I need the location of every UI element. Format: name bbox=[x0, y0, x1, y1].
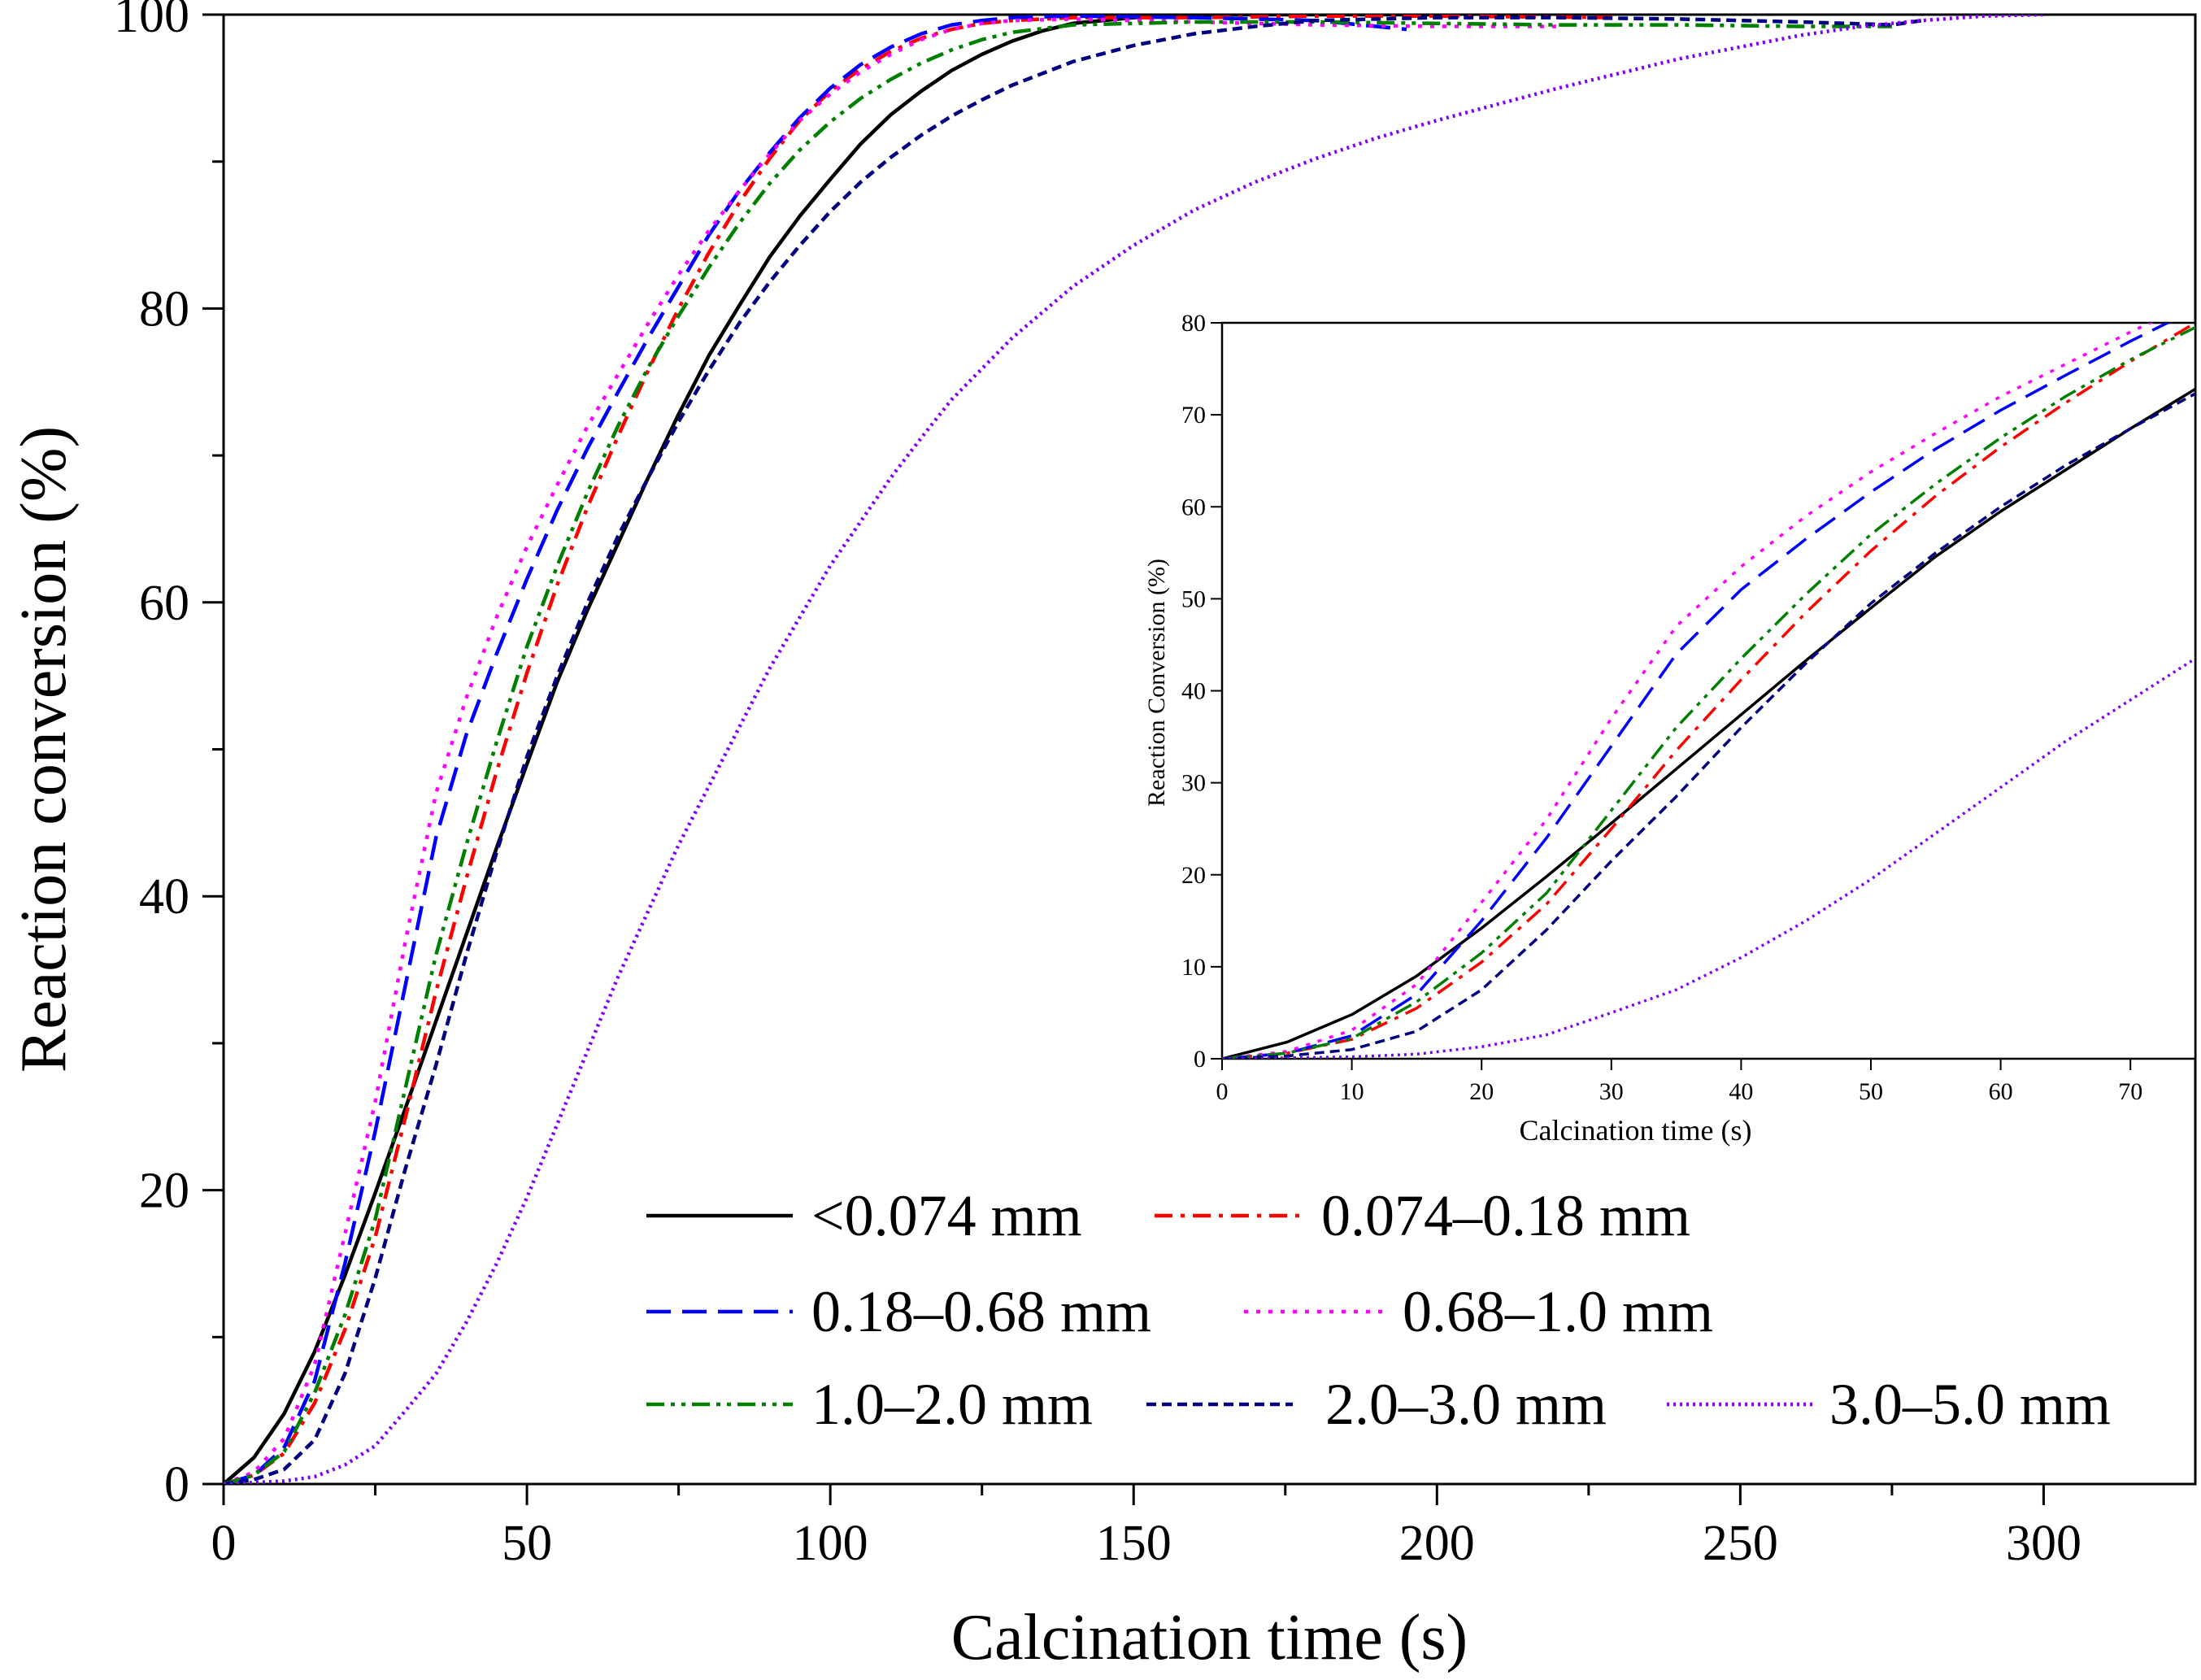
legend-label: 0.68–1.0 mm bbox=[1403, 1279, 1713, 1344]
y-tick-label: 80 bbox=[139, 281, 189, 337]
inset-y-tick-label: 40 bbox=[1181, 678, 1206, 705]
legend-label: 2.0–3.0 mm bbox=[1325, 1372, 1607, 1437]
legend-label: 3.0–5.0 mm bbox=[1829, 1372, 2111, 1437]
legend-label: <0.074 mm bbox=[811, 1183, 1082, 1248]
inset-y-tick-label: 70 bbox=[1181, 402, 1206, 429]
x-tick-label: 200 bbox=[1399, 1516, 1475, 1571]
inset-x-tick-label: 10 bbox=[1340, 1078, 1364, 1105]
inset-series-line bbox=[1222, 656, 2195, 1059]
inset-series-line bbox=[1222, 323, 2154, 1059]
inset-plot: 0 10 20 30 40 50 60 70 0 10 20 30 40 50 60 70 80 Calcinat… bbox=[1143, 310, 2197, 1147]
inset-y-tick-label: 50 bbox=[1181, 585, 1206, 612]
x-tick-label: 50 bbox=[502, 1516, 552, 1571]
y-tick-label: 0 bbox=[164, 1457, 189, 1512]
series-line bbox=[224, 20, 1892, 1484]
series-line bbox=[224, 15, 1620, 1484]
x-tick-label: 100 bbox=[793, 1516, 868, 1571]
inset-series-line bbox=[1222, 387, 2195, 1059]
inset-y-tick-label: 30 bbox=[1181, 770, 1206, 797]
inset-x-tick-label: 0 bbox=[1216, 1078, 1229, 1105]
y-axis-label: Reaction conversion (%) bbox=[8, 426, 80, 1073]
x-tick-label: 0 bbox=[211, 1516, 237, 1571]
inset-y-axis-label: Reaction Conversion (%) bbox=[1143, 559, 1170, 807]
inset-frame bbox=[1220, 321, 2197, 1060]
y-tick-label: 20 bbox=[139, 1164, 189, 1219]
inset-x-tick-label: 40 bbox=[1729, 1078, 1753, 1105]
legend-label: 0.074–0.18 mm bbox=[1321, 1183, 1690, 1248]
inset-x-tick-label: 20 bbox=[1469, 1078, 1494, 1105]
inset-x-tick-label: 30 bbox=[1599, 1078, 1624, 1105]
inset-y-tick-label: 80 bbox=[1181, 310, 1206, 337]
inset-x-axis-label: Calcination time (s) bbox=[1520, 1114, 1752, 1147]
legend-label: 1.0–2.0 mm bbox=[811, 1372, 1093, 1437]
inset-series bbox=[1222, 323, 2195, 1059]
x-tick-label: 150 bbox=[1096, 1516, 1172, 1571]
legend: <0.074 mm 0.074–0.18 mm 0.18–0.68 mm 0.68–1… bbox=[646, 1183, 2111, 1437]
inset-series-line bbox=[1222, 392, 2195, 1059]
inset-x-tick-label: 70 bbox=[2118, 1078, 2142, 1105]
main-plot: 0 50 100 150 200 250 300020406080100Calcinatio… bbox=[8, 0, 2197, 1673]
inset-y-tick-label: 0 bbox=[1194, 1046, 1206, 1073]
inset-x-tick-label: 60 bbox=[1989, 1078, 2013, 1105]
inset-y-tick-label: 60 bbox=[1181, 494, 1206, 520]
inset-series-line bbox=[1222, 323, 2171, 1059]
x-tick-label: 300 bbox=[2006, 1516, 2081, 1571]
x-axis-label: Calcination time (s) bbox=[951, 1602, 1468, 1673]
y-tick-label: 60 bbox=[139, 576, 189, 631]
main-series bbox=[224, 15, 2044, 1484]
inset-series-line bbox=[1222, 323, 2195, 1059]
inset-y-tick-label: 10 bbox=[1181, 954, 1206, 981]
series-line bbox=[224, 15, 2044, 1484]
series-line bbox=[224, 17, 1559, 1484]
inset-y-tick-label: 20 bbox=[1181, 862, 1206, 889]
series-line bbox=[224, 15, 1923, 1484]
series-line bbox=[224, 15, 1407, 1484]
legend-label: 0.18–0.68 mm bbox=[811, 1279, 1151, 1344]
y-tick-label: 100 bbox=[114, 0, 189, 43]
x-tick-label: 250 bbox=[1703, 1516, 1778, 1571]
inset-x-tick-label: 50 bbox=[1859, 1078, 1883, 1105]
y-tick-label: 40 bbox=[139, 869, 189, 925]
